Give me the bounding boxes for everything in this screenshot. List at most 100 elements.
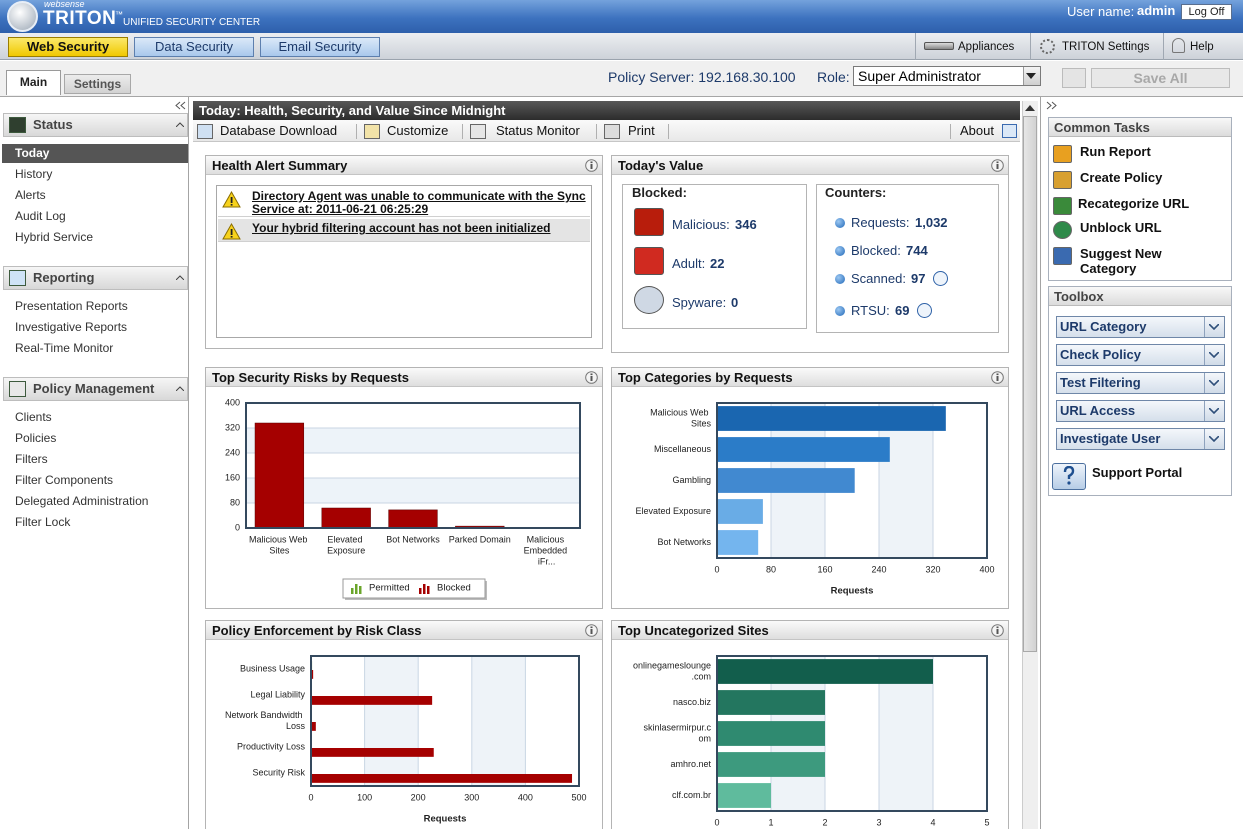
tab-main[interactable]: Main bbox=[6, 70, 61, 95]
nav-item[interactable]: Policies bbox=[15, 431, 57, 445]
legend-swatch bbox=[427, 586, 430, 594]
chevron bbox=[1209, 408, 1219, 414]
trademark: ™ bbox=[115, 10, 123, 19]
nav-item[interactable]: Filter Lock bbox=[15, 515, 71, 529]
module-button[interactable]: Email Security bbox=[260, 37, 380, 57]
nav-item[interactable]: Delegated Administration bbox=[15, 494, 149, 508]
panel bbox=[611, 155, 1009, 353]
nav-item[interactable]: Investigative Reports bbox=[15, 320, 128, 334]
counter-bullet bbox=[835, 218, 845, 228]
nav-item[interactable]: Today bbox=[15, 146, 50, 160]
x-tick-label: 0 bbox=[714, 817, 719, 827]
x-tick-label: 0 bbox=[308, 792, 313, 802]
arrow-icon bbox=[1026, 73, 1036, 79]
nav-item[interactable]: Real-Time Monitor bbox=[15, 341, 114, 355]
nav-item[interactable]: Audit Log bbox=[15, 209, 66, 223]
y-tick-label: 0 bbox=[235, 522, 240, 532]
blocked-icon bbox=[634, 208, 664, 236]
logoff-button[interactable]: Log Off bbox=[1181, 4, 1232, 20]
counters-title: Counters: bbox=[825, 185, 887, 200]
nav-item[interactable]: Filter Components bbox=[15, 473, 114, 487]
task-link[interactable]: Recategorize URL bbox=[1078, 196, 1190, 211]
toolbar-item[interactable]: Status Monitor bbox=[496, 123, 580, 138]
legend-swatch bbox=[355, 584, 358, 594]
toolbar-item[interactable]: Database Download bbox=[220, 123, 338, 138]
toolbar-separator bbox=[596, 124, 597, 139]
nav-item[interactable]: Alerts bbox=[15, 188, 46, 202]
toolbox-dropdown[interactable] bbox=[1056, 400, 1225, 422]
nav-section-title[interactable]: Policy Management bbox=[33, 381, 155, 396]
nav-item[interactable]: Clients bbox=[15, 410, 52, 424]
blocked-label: Malicious: bbox=[672, 217, 730, 232]
about-link[interactable]: About bbox=[960, 123, 994, 138]
toolbar-item[interactable]: Print bbox=[628, 123, 655, 138]
bar bbox=[717, 406, 946, 431]
top-link[interactable]: Appliances bbox=[958, 41, 1015, 53]
blocked-value: 346 bbox=[735, 217, 757, 232]
toolbox-item[interactable]: URL Category bbox=[1060, 319, 1147, 334]
nav-item[interactable]: Hybrid Service bbox=[15, 230, 94, 244]
info-icon bbox=[585, 159, 598, 172]
main-title: Today: Health, Security, and Value Since… bbox=[199, 103, 506, 118]
settings-icon bbox=[1040, 39, 1055, 54]
top-link[interactable]: Help bbox=[1190, 41, 1214, 53]
nav-item[interactable]: Presentation Reports bbox=[15, 299, 128, 313]
toolbox-item[interactable]: Investigate User bbox=[1060, 431, 1161, 446]
task-icon bbox=[1053, 197, 1072, 215]
role-label: Role: bbox=[817, 69, 850, 85]
x-tick-label: 1 bbox=[768, 817, 773, 827]
toolbox-dropdown[interactable] bbox=[1056, 316, 1225, 338]
expand-icon[interactable] bbox=[1046, 101, 1057, 110]
caret bbox=[176, 122, 184, 127]
category-label: Productivity Loss bbox=[237, 741, 306, 751]
task-link[interactable]: Suggest New Category bbox=[1080, 246, 1162, 276]
scroll-up[interactable] bbox=[1025, 104, 1035, 112]
top-link[interactable]: TRITON Settings bbox=[1062, 41, 1150, 53]
copy-icon bbox=[1062, 68, 1086, 88]
support-portal[interactable]: Support Portal bbox=[1092, 465, 1183, 480]
counter-label: Requests: bbox=[851, 215, 910, 230]
counter-info[interactable] bbox=[917, 303, 932, 318]
counter-label: Blocked: bbox=[851, 243, 901, 258]
alert-text[interactable]: Your hybrid filtering account has not be… bbox=[252, 221, 551, 235]
tab-settings[interactable]: Settings bbox=[64, 74, 131, 94]
toolbox-item[interactable]: URL Access bbox=[1060, 403, 1136, 418]
category-label: Elevated Exposure bbox=[327, 534, 365, 555]
category-label: clf.com.br bbox=[672, 790, 711, 800]
x-tick-label: 80 bbox=[766, 564, 776, 574]
toolbar-item[interactable]: Customize bbox=[387, 123, 449, 138]
counter-value: 1,032 bbox=[915, 215, 948, 230]
toolbox-dropdown[interactable] bbox=[1056, 428, 1225, 450]
warning-bar bbox=[230, 197, 233, 203]
toolbox-item[interactable]: Test Filtering bbox=[1060, 375, 1141, 390]
save-all-button[interactable]: Save All bbox=[1091, 68, 1230, 88]
info-dot bbox=[996, 373, 999, 376]
nav-item[interactable]: History bbox=[15, 167, 53, 181]
collapse-caret bbox=[176, 122, 184, 127]
product-name: UNIFIED SECURITY CENTER bbox=[123, 17, 261, 28]
y-tick-label: 320 bbox=[225, 422, 240, 432]
task-link[interactable]: Unblock URL bbox=[1080, 220, 1162, 235]
bar bbox=[717, 468, 855, 493]
task-icon bbox=[1053, 171, 1072, 189]
module-button[interactable]: Data Security bbox=[134, 37, 254, 57]
task-link[interactable]: Create Policy bbox=[1080, 170, 1163, 185]
collapse-icon[interactable] bbox=[175, 101, 186, 110]
bar bbox=[717, 659, 933, 684]
alert-text[interactable]: Directory Agent was unable to communicat… bbox=[252, 189, 586, 216]
toolbox-item[interactable]: Check Policy bbox=[1060, 347, 1141, 362]
nav-section-title[interactable]: Reporting bbox=[33, 270, 95, 285]
nav-item[interactable]: Filters bbox=[15, 452, 48, 466]
counter-info[interactable] bbox=[933, 271, 948, 286]
info-icon bbox=[585, 624, 598, 637]
bar bbox=[717, 752, 825, 777]
toolbox-dropdown[interactable] bbox=[1056, 344, 1225, 366]
role-select[interactable] bbox=[853, 66, 1041, 86]
scroll-thumb[interactable] bbox=[1023, 116, 1037, 652]
module-button[interactable]: Web Security bbox=[8, 37, 128, 57]
dropdown-arrow bbox=[1209, 408, 1219, 414]
panel-title: Top Uncategorized Sites bbox=[618, 623, 769, 638]
toolbox-dropdown[interactable] bbox=[1056, 372, 1225, 394]
task-link[interactable]: Run Report bbox=[1080, 144, 1151, 159]
nav-section-title[interactable]: Status bbox=[33, 117, 73, 132]
